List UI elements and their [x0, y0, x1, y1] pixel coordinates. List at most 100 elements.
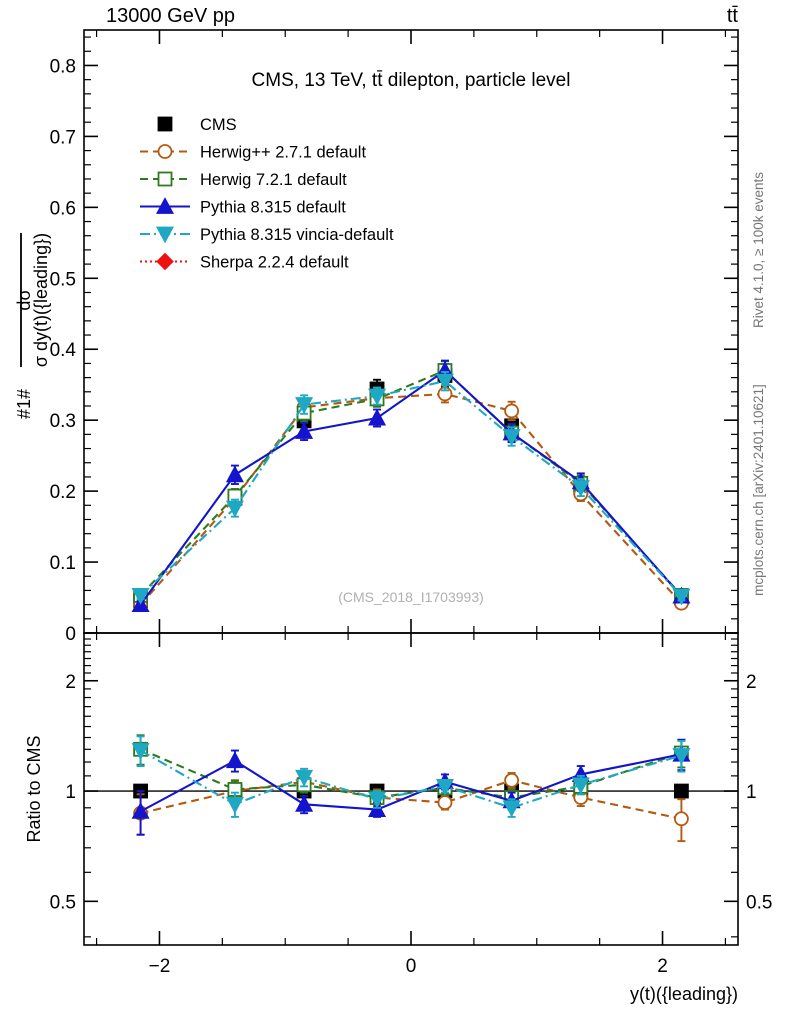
ratio-y-tick-label: 0.5	[50, 892, 76, 913]
legend: CMS Herwig++ 2.7.1 default Herwig 7.2.1 de…	[140, 116, 394, 272]
series-line	[140, 748, 682, 799]
data-point-marker	[435, 778, 454, 796]
series-line	[140, 753, 682, 813]
main-y-tick-label: 0	[65, 624, 76, 645]
data-point-marker	[502, 429, 521, 446]
data-point-marker	[156, 252, 174, 271]
x-axis-tick-label: 2	[657, 956, 668, 977]
legend-entry-0: CMS	[157, 116, 237, 134]
main-y-tick-label: 0.6	[50, 198, 76, 219]
series-line	[140, 749, 682, 809]
data-point-marker	[157, 116, 173, 132]
ratio-y-tick-label-right: 2	[746, 672, 757, 693]
main-panel-ticks	[84, 30, 738, 634]
main-panel: 0 0.1 0.2 0.3 0.4 0.5 0.6 0.7 0.8 dσ σ dy(t)({le…	[14, 29, 739, 645]
legend-label: Sherpa 2.2.4 default	[200, 254, 349, 272]
legend-label: CMS	[200, 116, 237, 134]
main-y-axis-label: dσ σ dy(t)({leading}) #1#	[14, 233, 51, 419]
legend-label: Herwig 7.2.1 default	[200, 171, 347, 189]
data-point-marker	[672, 588, 691, 606]
ratio-panel-data	[131, 734, 691, 843]
x-axis-label: y(t)({leading})	[630, 984, 738, 1004]
data-point-marker	[225, 751, 244, 769]
ratio-y-tick-label-right: 1	[746, 782, 757, 803]
data-point-marker	[504, 772, 520, 788]
data-point-marker	[295, 794, 314, 812]
header-beam-label: 13000 GeV pp	[106, 5, 235, 27]
ratio-panel-ticks	[84, 632, 738, 945]
data-point-marker	[368, 791, 387, 809]
ratio-y-axis-label: Ratio to CMS	[24, 735, 44, 842]
series-line	[139, 369, 683, 597]
data-point-marker	[672, 748, 691, 765]
analysis-id-watermark: (CMS_2018_I1703993)	[338, 589, 484, 605]
main-y-tick-label: 0.7	[50, 127, 76, 148]
data-point-marker	[225, 465, 244, 483]
data-point-marker	[131, 588, 150, 605]
legend-entry-3: Pythia 8.315 default	[140, 197, 346, 217]
data-point-marker	[155, 197, 175, 214]
x-axis-tick-label: −2	[149, 956, 171, 977]
y-axis-denominator: σ dy(t)({leading})	[31, 233, 51, 367]
main-y-tick-label: 0.5	[50, 269, 76, 290]
data-point-marker	[502, 800, 521, 818]
legend-entry-1: Herwig++ 2.7.1 default	[140, 144, 366, 162]
data-point-marker	[674, 783, 689, 799]
page-title: CMS, 13 TeV, tt̄ dilepton, particle leve…	[252, 70, 571, 91]
main-y-tick-label: 0.2	[50, 482, 76, 503]
ratio-panel: 0.5 1 2 0.5 1 2 Ratio to CMS	[24, 632, 772, 946]
ratio-panel-y-tick-labels: 0.5 1 2	[50, 672, 76, 914]
data-point-marker	[131, 801, 150, 819]
data-point-marker	[131, 743, 150, 760]
data-point-marker	[674, 811, 689, 827]
data-point-marker	[571, 777, 590, 795]
data-point-marker	[504, 403, 520, 419]
data-point-marker	[368, 408, 387, 426]
main-y-tick-label: 0.1	[50, 553, 76, 574]
data-point-marker	[437, 795, 453, 810]
x-axis-tick-label: 0	[406, 956, 417, 977]
header-process-label: tt̄	[727, 5, 739, 27]
legend-entry-4: Pythia 8.315 vincia-default	[140, 226, 394, 244]
data-point-marker	[225, 500, 244, 518]
main-panel-y-tick-labels: 0 0.1 0.2 0.3 0.4 0.5 0.6 0.7 0.8	[50, 56, 77, 645]
rivet-version-label: Rivet 4.1.0, ≥ 100k events	[751, 172, 766, 328]
data-point-marker	[155, 226, 175, 244]
data-point-marker	[435, 373, 454, 391]
legend-label: Pythia 8.315 vincia-default	[200, 226, 394, 244]
data-point-marker	[295, 397, 314, 414]
legend-label: Herwig++ 2.7.1 default	[200, 144, 366, 162]
data-point-marker	[157, 144, 173, 159]
series-line	[139, 392, 683, 606]
ratio-panel-y-tick-labels-right: 0.5 1 2	[746, 672, 772, 914]
data-point-marker	[225, 796, 244, 814]
data-point-marker	[368, 800, 387, 817]
mcplots-reference-label: mcplots.cern.ch [arXiv:2401.10621]	[751, 384, 766, 596]
ratio-y-tick-label-right: 0.5	[746, 892, 772, 913]
y-axis-prefix: #1#	[14, 389, 34, 419]
legend-entry-2: Herwig 7.2.1 default	[140, 171, 347, 189]
x-axis-tick-labels: −2 0 2	[149, 956, 668, 977]
series-line	[139, 369, 683, 606]
main-y-tick-label: 0.3	[50, 411, 76, 432]
data-point-marker	[157, 171, 173, 187]
main-y-tick-label: 0.4	[50, 340, 77, 361]
legend-label: Pythia 8.315 default	[200, 199, 346, 217]
series-line	[140, 779, 682, 820]
data-point-marker	[295, 422, 314, 439]
y-axis-numerator: dσ	[14, 289, 34, 310]
series-4	[131, 735, 691, 818]
series-4	[131, 370, 691, 606]
data-point-marker	[295, 769, 314, 787]
data-point-marker	[368, 388, 387, 406]
main-panel-data	[131, 359, 691, 613]
data-point-marker	[571, 480, 590, 497]
main-y-tick-label: 0.8	[50, 56, 76, 77]
legend-entry-5: Sherpa 2.2.4 default	[140, 252, 349, 272]
ratio-y-tick-label: 2	[65, 672, 76, 693]
ratio-y-tick-label: 1	[65, 782, 76, 803]
series-line	[139, 380, 683, 597]
